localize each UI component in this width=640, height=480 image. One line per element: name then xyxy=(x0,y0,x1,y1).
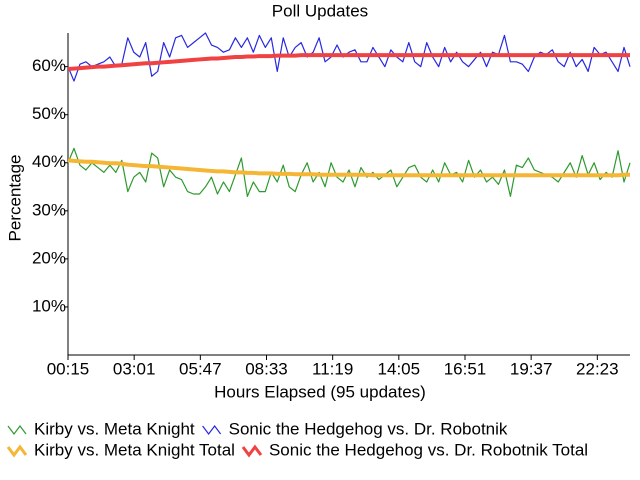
y-tick-label: 50% xyxy=(32,104,66,123)
y-axis-label: Percentage xyxy=(5,155,24,242)
y-tick-label: 10% xyxy=(32,296,66,315)
x-tick-label: 22:23 xyxy=(576,359,619,378)
legend-icon xyxy=(7,425,27,435)
legend-label: Sonic the Hedgehog vs. Dr. Robotnik Tota… xyxy=(269,440,588,459)
legend-icon xyxy=(241,444,263,458)
x-tick-label: 16:51 xyxy=(444,359,487,378)
y-tick-label: 30% xyxy=(32,200,66,219)
legend-label: Sonic the Hedgehog vs. Dr. Robotnik xyxy=(229,419,508,438)
x-tick-label: 03:01 xyxy=(113,359,156,378)
series-line xyxy=(67,53,630,72)
x-tick-label: 08:33 xyxy=(245,359,288,378)
x-tick-label: 14:05 xyxy=(378,359,421,378)
legend-icon xyxy=(6,444,28,458)
y-tick-label: 40% xyxy=(32,152,66,171)
series-line xyxy=(67,147,631,198)
x-tick-label: 05:47 xyxy=(179,359,222,378)
y-tick-label: 60% xyxy=(32,56,66,75)
series-line xyxy=(67,158,630,178)
y-tick-label: 20% xyxy=(32,248,66,267)
x-tick-label: 19:37 xyxy=(510,359,553,378)
legend-label: Kirby vs. Meta Knight xyxy=(34,419,195,438)
chart-title: Poll Updates xyxy=(272,1,368,20)
x-tick-label: 00:15 xyxy=(47,359,90,378)
x-tick-label: 11:19 xyxy=(312,359,353,378)
x-axis-label: Hours Elapsed (95 updates) xyxy=(214,382,426,401)
legend-icon xyxy=(202,425,222,435)
legend-label: Kirby vs. Meta Knight Total xyxy=(34,440,235,459)
